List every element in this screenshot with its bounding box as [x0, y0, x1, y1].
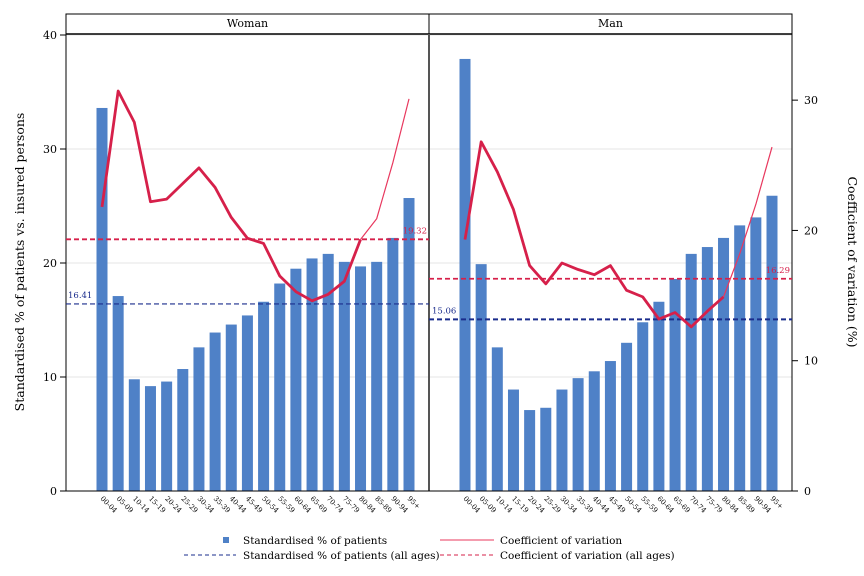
- legend-label-bars: Standardised % of patients: [243, 535, 387, 547]
- bar-man-60-64: [653, 301, 665, 491]
- panel-layer: Woman Man: [65, 13, 793, 491]
- bar-man-40-44: [588, 371, 600, 491]
- panel-title-man: Man: [598, 17, 623, 30]
- y-left-tick-label: 20: [43, 257, 57, 270]
- bar-man-05-09: [475, 264, 487, 491]
- y-right-tick-label: 30: [804, 94, 818, 107]
- panel-title-woman: Woman: [227, 17, 268, 30]
- bar-man-70-74: [685, 253, 697, 491]
- bar-man-75-79: [701, 247, 713, 491]
- bar-woman-80-84: [355, 266, 367, 491]
- bar-woman-65-69: [306, 258, 318, 491]
- cv-line-tail-man: [722, 146, 773, 298]
- y-right-tick-label: 0: [804, 485, 811, 498]
- bar-man-85-89: [734, 225, 746, 491]
- cv-line-tail-woman: [360, 98, 410, 240]
- legend: Standardised % of patients Coefficient o…: [184, 535, 675, 562]
- bar-man-80-84: [718, 237, 730, 491]
- bar-man-45-49: [604, 361, 616, 491]
- bar-woman-50-54: [258, 301, 270, 491]
- y-left-tick-label: 40: [43, 29, 57, 42]
- bar-woman-10-14: [128, 379, 140, 491]
- avg-cv-label-woman: 19.32: [403, 226, 427, 236]
- bar-woman-05-09: [112, 296, 124, 491]
- y-right-tick-label: 20: [804, 224, 818, 237]
- bar-woman-30-34: [193, 347, 205, 491]
- y-right-tick-label: 10: [804, 355, 818, 368]
- bar-man-50-54: [621, 342, 633, 491]
- bar-woman-25-29: [177, 369, 189, 491]
- bar-man-25-29: [540, 407, 552, 491]
- bar-woman-45-49: [241, 315, 253, 491]
- line-layer: 16.41 19.32 15.06 16.29: [66, 89, 792, 329]
- avg-pct-label-woman: 16.41: [68, 291, 92, 301]
- bar-man-30-34: [556, 389, 568, 491]
- bar-woman-95+: [403, 198, 415, 491]
- bar-layer: [96, 58, 778, 492]
- bar-man-55-59: [637, 322, 649, 491]
- cv-line-woman: [100, 89, 362, 303]
- bar-woman-40-44: [225, 324, 237, 491]
- bar-man-65-69: [669, 278, 681, 491]
- bar-man-15-19: [507, 389, 519, 491]
- y-left-tick-label: 0: [50, 485, 57, 498]
- avg-pct-label-man: 15.06: [432, 306, 456, 316]
- bar-woman-35-39: [209, 332, 221, 491]
- bar-man-35-39: [572, 378, 584, 491]
- y-left-tick-label: 10: [43, 371, 57, 384]
- avg-cv-label-man: 16.29: [766, 266, 790, 276]
- y-left-tick-label: 30: [43, 143, 57, 156]
- bar-woman-70-74: [322, 253, 334, 491]
- y-axis-left-title: Standardised % of patients vs. insured p…: [12, 113, 27, 412]
- bar-woman-90-94: [387, 237, 399, 491]
- bar-man-00-04: [459, 58, 471, 491]
- bar-woman-15-19: [144, 386, 156, 491]
- bar-woman-85-89: [371, 261, 383, 491]
- bar-man-90-94: [750, 217, 762, 491]
- bar-man-95+: [766, 195, 778, 492]
- legend-label-cv: Coefficient of variation: [500, 535, 622, 547]
- bar-woman-00-04: [96, 107, 108, 492]
- legend-swatch-bars: [223, 537, 229, 543]
- bar-woman-60-64: [290, 268, 302, 491]
- cv-line-man: [463, 140, 725, 329]
- bar-man-10-14: [491, 347, 503, 491]
- legend-label-avg-cv: Coefficient of variation (all ages): [500, 550, 675, 562]
- bar-woman-75-79: [338, 261, 350, 491]
- y-axis-right-title: Coefficient of variation (%): [845, 176, 860, 347]
- bar-woman-20-24: [161, 381, 173, 491]
- legend-label-avg-pct: Standardised % of patients (all ages): [243, 550, 440, 562]
- bar-woman-55-59: [274, 283, 286, 491]
- bar-man-20-24: [524, 410, 536, 491]
